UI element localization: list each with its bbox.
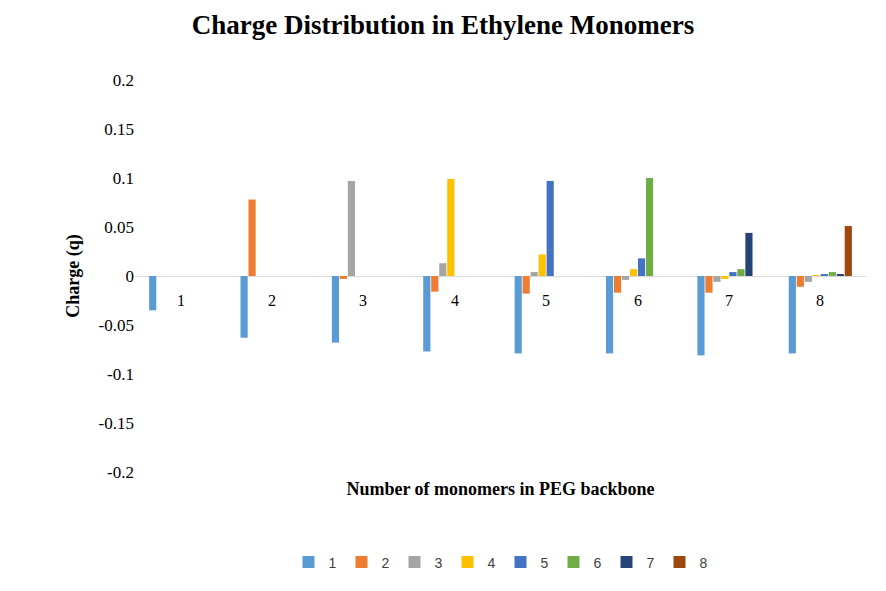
svg-text:2: 2 (268, 292, 276, 309)
svg-text:7: 7 (725, 292, 733, 309)
svg-text:4: 4 (488, 555, 496, 571)
svg-text:3: 3 (359, 292, 367, 309)
svg-text:5: 5 (541, 555, 549, 571)
svg-text:6: 6 (634, 292, 642, 309)
svg-text:6: 6 (594, 555, 602, 571)
svg-text:0.05: 0.05 (104, 218, 134, 237)
svg-text:4: 4 (451, 292, 459, 309)
svg-text:0.15: 0.15 (104, 120, 134, 139)
svg-text:0: 0 (126, 267, 135, 286)
svg-text:1: 1 (177, 292, 185, 309)
svg-text:Number of monomers in PEG back: Number of monomers in PEG backbone (346, 479, 654, 499)
svg-text:2: 2 (382, 555, 390, 571)
svg-text:Charge (q): Charge (q) (63, 234, 84, 318)
svg-text:-0.1: -0.1 (107, 365, 134, 384)
svg-text:0.2: 0.2 (113, 71, 134, 90)
svg-text:0.1: 0.1 (113, 169, 134, 188)
svg-text:-0.15: -0.15 (99, 414, 134, 433)
svg-text:Charge Distribution in Ethylen: Charge Distribution in Ethylene Monomers (192, 10, 695, 40)
svg-text:7: 7 (647, 555, 655, 571)
svg-text:8: 8 (700, 555, 708, 571)
svg-text:-0.05: -0.05 (99, 316, 134, 335)
svg-text:5: 5 (542, 292, 550, 309)
svg-text:1: 1 (329, 555, 337, 571)
svg-text:8: 8 (816, 292, 824, 309)
svg-text:3: 3 (435, 555, 443, 571)
svg-text:-0.2: -0.2 (107, 463, 134, 482)
